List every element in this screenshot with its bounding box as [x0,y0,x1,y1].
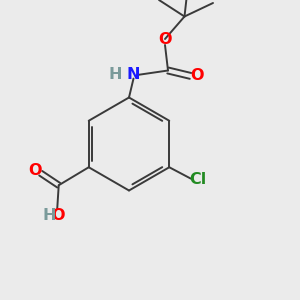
Text: Cl: Cl [189,172,206,187]
Text: H: H [109,67,122,82]
Text: H: H [42,208,56,223]
Text: O: O [51,208,65,223]
Text: O: O [190,68,204,83]
Text: O: O [28,163,41,178]
Text: N: N [127,67,140,82]
Text: O: O [158,32,172,46]
